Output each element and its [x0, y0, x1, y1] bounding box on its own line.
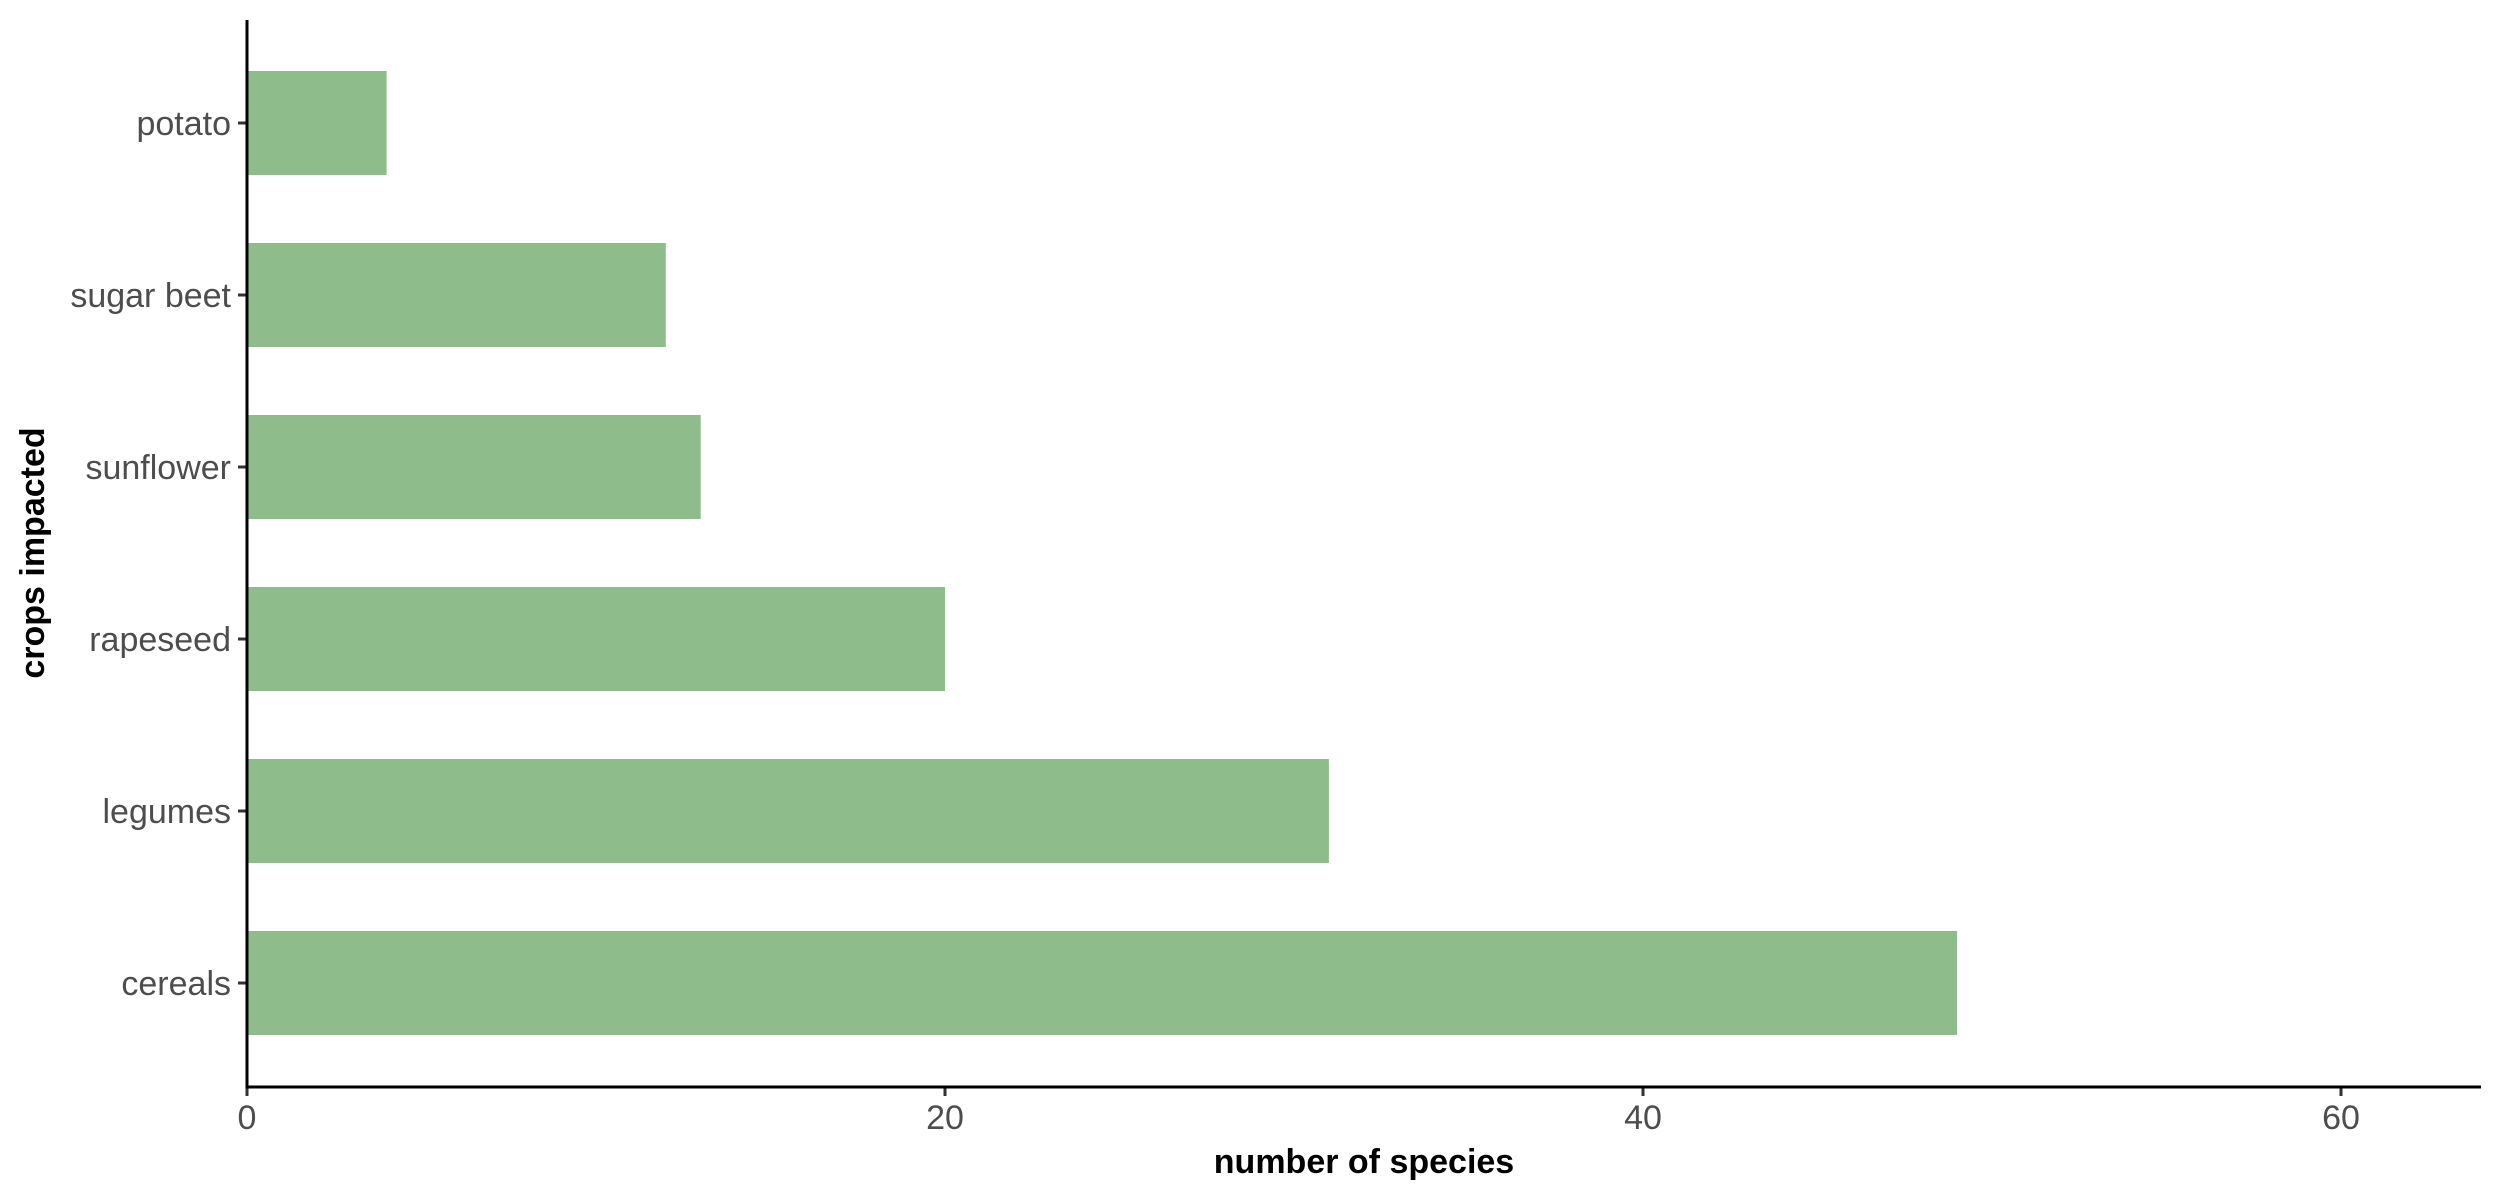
y-tick-label: cereals [121, 965, 231, 1003]
ticks-layer: potato sugar beet sunflower rapeseed legumes… [70, 105, 2360, 1137]
bar-rapeseed [247, 587, 945, 691]
x-tick-label: 60 [2322, 1099, 2360, 1137]
y-tick-label: potato [136, 105, 231, 143]
y-axis-title: crops impacted [14, 427, 52, 678]
bar-legumes [247, 759, 1329, 863]
x-tick-label: 40 [1624, 1099, 1662, 1137]
y-tick-label: sunflower [85, 449, 231, 487]
y-tick-label: rapeseed [89, 621, 231, 659]
y-tick-label: sugar beet [70, 277, 231, 315]
x-tick-label: 0 [238, 1099, 257, 1137]
bar-sugar-beet [247, 243, 666, 347]
x-tick-label: 20 [926, 1099, 964, 1137]
bar-sunflower [247, 415, 701, 519]
bar-cereals [247, 931, 1958, 1035]
bar-potato [247, 71, 387, 175]
x-axis-title: number of species [1214, 1143, 1514, 1181]
y-tick-label: legumes [102, 793, 231, 831]
bars-layer [247, 71, 1958, 1035]
